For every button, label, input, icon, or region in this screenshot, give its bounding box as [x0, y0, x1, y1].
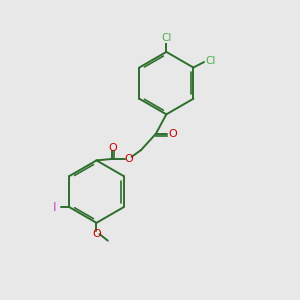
Text: I: I	[53, 201, 56, 214]
Text: Cl: Cl	[161, 33, 172, 43]
Text: Cl: Cl	[205, 56, 215, 66]
Text: O: O	[108, 142, 117, 153]
Text: O: O	[168, 129, 177, 139]
Text: O: O	[124, 154, 133, 164]
Text: O: O	[92, 229, 101, 239]
